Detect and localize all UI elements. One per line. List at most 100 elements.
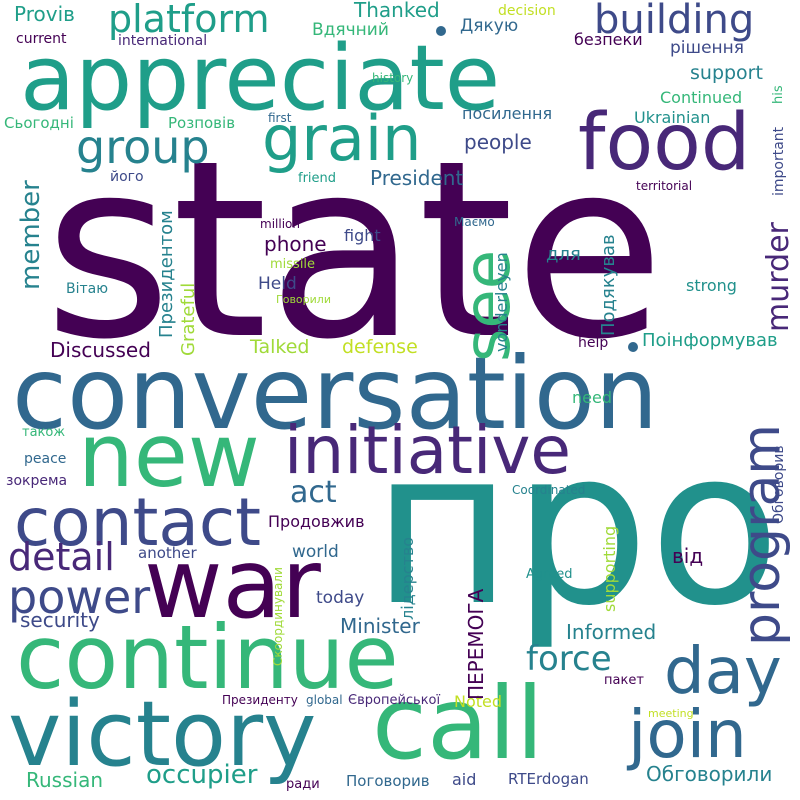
word: call (372, 665, 544, 782)
word: his (771, 85, 786, 104)
word: peace (24, 451, 67, 467)
word: security (20, 608, 100, 632)
word: Обговорив (771, 445, 787, 524)
word: Informed (566, 620, 657, 644)
word: join (628, 696, 747, 773)
word: need (572, 388, 612, 407)
word: Provів (14, 2, 75, 26)
word: зокрема (6, 473, 68, 489)
word: current (16, 31, 67, 47)
word: help (578, 335, 609, 351)
word: Grateful (178, 282, 199, 356)
word: посилення (462, 104, 553, 123)
word: Вітаю (66, 281, 109, 297)
word: Президентом (156, 210, 177, 338)
word: building (594, 0, 755, 43)
word: Продовжив (268, 512, 365, 531)
word: Agreed (526, 567, 573, 582)
word: Thanked (354, 0, 440, 22)
word: рішення (670, 38, 744, 58)
word: Подякував (598, 234, 619, 336)
word: ради (286, 777, 320, 792)
word: для (546, 244, 581, 265)
dot-decoration (436, 26, 446, 36)
word: fight (344, 226, 381, 245)
word: Continued (660, 88, 743, 107)
word: murder (761, 222, 796, 332)
word: defense (342, 336, 418, 358)
word: global (306, 693, 343, 707)
word: про (372, 402, 781, 653)
word: force (526, 639, 612, 679)
word: meeting (648, 707, 694, 720)
word: important (771, 126, 787, 196)
word: безпеки (574, 30, 643, 49)
word: також (22, 425, 66, 440)
word: Поговорив (346, 772, 430, 790)
word: Обговорили (646, 762, 773, 786)
word: від (672, 544, 704, 568)
word: victory (8, 682, 317, 787)
word: Noted (454, 692, 503, 711)
word: Поінформував (642, 330, 778, 351)
word: detail (8, 535, 115, 579)
word: war (144, 528, 321, 640)
word: Маємо (454, 215, 495, 229)
word: another (138, 544, 197, 562)
word: conversation (12, 335, 659, 452)
word: platform (108, 0, 270, 41)
dot-decoration (628, 342, 638, 352)
word: його (110, 169, 144, 185)
word: first (268, 111, 292, 125)
word: phone (264, 232, 327, 256)
word: people (464, 130, 532, 154)
word: new (78, 404, 260, 507)
word: Європейської (348, 693, 441, 708)
word: grain (262, 102, 422, 175)
word: friend (298, 171, 337, 186)
word: Minister (340, 614, 420, 638)
word: state (44, 108, 665, 393)
word: Дякую (460, 16, 519, 36)
word: aid (452, 770, 477, 789)
word: President (370, 166, 464, 190)
word: group (76, 120, 210, 174)
word: missile (270, 257, 316, 272)
word: ПЕРЕМОГА (464, 588, 488, 700)
word: contact (14, 484, 261, 561)
word: initiative (284, 412, 572, 489)
word: Coordinated (512, 483, 586, 497)
word: today (316, 588, 365, 608)
word: Президенту (222, 693, 298, 707)
word: Говорили (276, 293, 331, 306)
word: world (292, 542, 339, 562)
word: Сьогодні (4, 114, 74, 132)
word: Вдячний (312, 20, 389, 40)
word: food (578, 98, 751, 188)
word: Discussed (50, 338, 151, 362)
word: million (260, 217, 300, 231)
word: Held (258, 274, 297, 294)
word: пакет (604, 673, 644, 688)
word: supporting (600, 525, 619, 612)
word: history (372, 71, 414, 85)
word: Ukrainian (634, 108, 711, 127)
word: Скоординували (271, 567, 285, 666)
word: member (16, 180, 46, 290)
word: occupier (146, 760, 258, 790)
word: Розповів (168, 114, 236, 132)
word: day (664, 635, 782, 709)
word: decision (498, 3, 556, 19)
word: territorial (636, 179, 693, 193)
word: act (290, 475, 337, 510)
word: power (8, 570, 151, 624)
word: vonderleyen (492, 252, 511, 352)
word: appreciate (20, 26, 501, 131)
word: continue (16, 606, 399, 709)
word: Russian (26, 768, 104, 792)
word: Talked (250, 336, 310, 358)
word: лідерство (398, 536, 417, 620)
word: support (690, 62, 763, 84)
word: RTErdogan (508, 770, 589, 788)
